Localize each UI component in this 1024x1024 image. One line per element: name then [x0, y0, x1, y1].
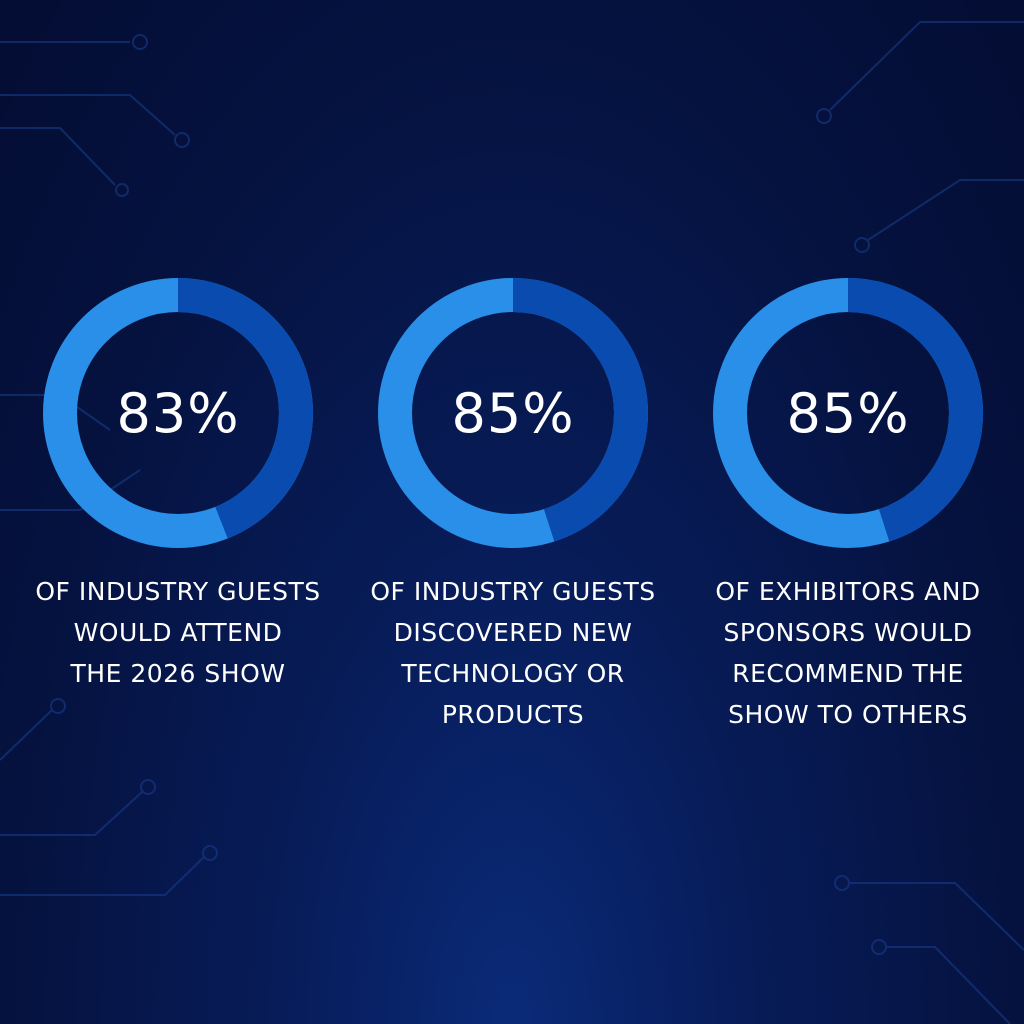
donut-chart: 85%	[377, 277, 649, 549]
caption-line: SHOW TO OTHERS	[728, 700, 968, 729]
donut-ring-segment	[512, 278, 648, 542]
stat-value: 85%	[786, 381, 910, 445]
stat-caption: OF INDUSTRY GUESTS WOULD ATTEND THE 2026…	[8, 571, 348, 694]
donut-ring-segment	[177, 278, 313, 539]
stat-value: 85%	[451, 381, 575, 445]
stat-caption: OF INDUSTRY GUESTS DISCOVERED NEW TECHNO…	[343, 571, 683, 735]
caption-line: PRODUCTS	[441, 700, 585, 729]
caption-line: OF INDUSTRY GUESTS	[370, 577, 656, 606]
caption-line: DISCOVERED NEW	[393, 618, 633, 647]
donut-chart: 83%	[42, 277, 314, 549]
caption-line: WOULD ATTEND	[73, 618, 283, 647]
caption-line: RECOMMEND THE	[732, 659, 964, 688]
stat-card: 85% OF EXHIBITORS AND SPONSORS WOULD REC…	[678, 277, 1018, 735]
caption-line: OF EXHIBITORS AND	[715, 577, 981, 606]
stat-card: 85% OF INDUSTRY GUESTS DISCOVERED NEW TE…	[343, 277, 683, 735]
stat-value: 83%	[116, 381, 240, 445]
caption-line: SPONSORS WOULD	[723, 618, 973, 647]
donut-ring-segment	[847, 278, 983, 542]
caption-line: THE 2026 SHOW	[70, 659, 286, 688]
stat-caption: OF EXHIBITORS AND SPONSORS WOULD RECOMME…	[678, 571, 1018, 735]
donut-chart: 85%	[712, 277, 984, 549]
stat-card: 83% OF INDUSTRY GUESTS WOULD ATTEND THE …	[8, 277, 348, 694]
caption-line: TECHNOLOGY OR	[401, 659, 625, 688]
caption-line: OF INDUSTRY GUESTS	[35, 577, 321, 606]
